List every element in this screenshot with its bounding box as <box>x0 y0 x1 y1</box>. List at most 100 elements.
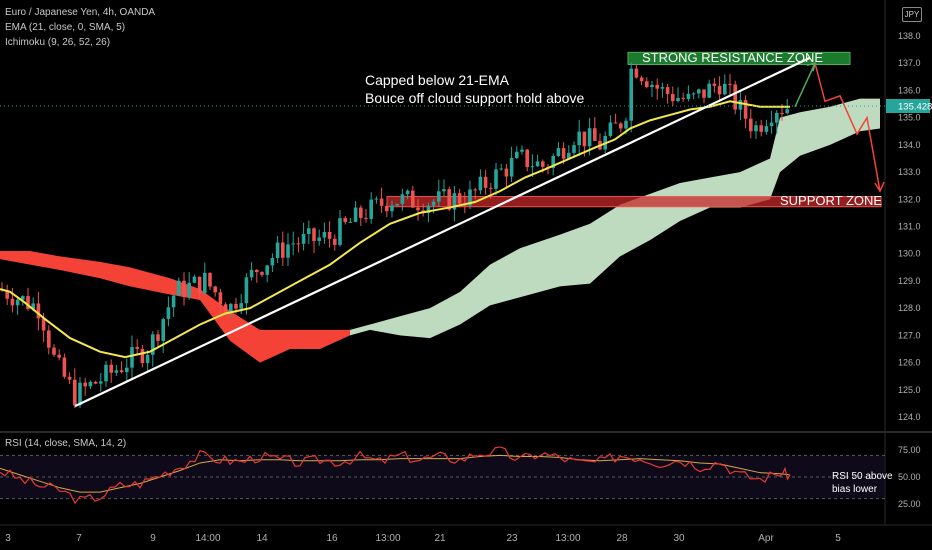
candle-body <box>218 292 223 305</box>
candle-body <box>93 381 98 384</box>
candle-body <box>764 126 769 132</box>
candle-body <box>499 168 503 170</box>
candle-body <box>385 205 389 212</box>
price-tick-label: 131.0 <box>898 222 921 232</box>
candle-body <box>723 83 727 95</box>
price-tick-label: 135.0 <box>898 113 921 123</box>
candle-body <box>561 148 566 159</box>
time-tick-label: Apr <box>758 533 774 544</box>
candle-body <box>733 84 737 110</box>
projection-up-arrowhead <box>806 62 817 72</box>
time-tick-label: 5 <box>835 533 841 544</box>
candle-body <box>31 303 35 309</box>
candle-body <box>270 257 275 266</box>
candle-body <box>447 189 451 210</box>
candle-body <box>260 272 264 275</box>
candle-body <box>286 244 290 258</box>
candle-body <box>582 131 587 147</box>
rsi-tick-label: 75.00 <box>898 445 921 455</box>
candle-body <box>119 370 124 373</box>
candle-body <box>379 198 384 206</box>
candle-body <box>369 199 373 219</box>
time-tick-label: 9 <box>150 533 156 544</box>
candle-body <box>520 149 524 152</box>
candle-body <box>759 125 763 132</box>
candle-body <box>650 84 654 88</box>
candle-body <box>348 221 353 223</box>
annotation-capped: Capped below 21-EMA <box>365 72 509 88</box>
candle-body <box>265 265 269 275</box>
candle-body <box>156 334 160 341</box>
candle-body <box>104 364 108 382</box>
candle-body <box>130 347 134 368</box>
currency-badge[interactable]: JPY <box>902 7 922 22</box>
candle-body <box>702 89 706 98</box>
candle-body <box>275 242 280 258</box>
candle-body <box>655 84 659 89</box>
time-tick-label: 3 <box>5 533 11 544</box>
candle-body <box>62 357 67 377</box>
candle-body <box>249 269 254 278</box>
candle-body <box>717 85 722 95</box>
projection-arrowhead <box>874 181 885 193</box>
candle-body <box>551 156 555 169</box>
candle-body <box>468 189 472 206</box>
candle-body <box>676 97 680 102</box>
candle-body <box>712 83 717 86</box>
candle-body <box>665 87 670 95</box>
candle-body <box>125 367 129 373</box>
candle-body <box>681 97 685 99</box>
candle-body <box>114 370 119 373</box>
candle-body <box>177 280 181 296</box>
candle-body <box>577 131 581 146</box>
candle-body <box>494 169 498 189</box>
rsi-legend: RSI (14, close, SMA, 14, 2) <box>5 438 127 449</box>
candle-body <box>671 94 675 102</box>
candle-body <box>99 381 103 384</box>
candle-body <box>166 307 171 319</box>
candle-body <box>364 217 368 219</box>
candle-body <box>754 125 758 132</box>
candle-body <box>52 347 56 355</box>
candle-body <box>67 376 72 380</box>
candle-body <box>431 201 436 206</box>
price-tick-label: 129.0 <box>898 276 921 286</box>
candle-body <box>203 272 207 294</box>
candle-body <box>515 151 519 158</box>
rsi-annotation-line1: RSI 50 above <box>832 471 893 482</box>
candle-body <box>608 122 613 137</box>
candle-body <box>291 243 295 245</box>
candle-body <box>530 166 535 168</box>
trendline <box>74 56 811 408</box>
candle-body <box>452 193 457 210</box>
price-tick-label: 124.0 <box>898 412 921 422</box>
candle-body <box>395 203 399 206</box>
candle-body <box>213 286 217 293</box>
candle-body <box>307 228 311 234</box>
candle-body <box>738 100 743 110</box>
ichimoku-cloud-bullish <box>350 98 880 339</box>
chart-title: Euro / Japanese Yen, 4h, OANDA <box>5 7 156 18</box>
price-tick-label: 130.0 <box>898 249 921 259</box>
candle-body <box>239 303 243 309</box>
candle-body <box>556 148 561 157</box>
candle-body <box>629 68 633 121</box>
candle-body <box>374 198 379 200</box>
last-price-tag <box>886 98 930 113</box>
candle-body <box>187 282 191 298</box>
candle-body <box>182 280 186 298</box>
time-tick-label: 14:00 <box>195 533 220 544</box>
candle-body <box>296 243 301 245</box>
candle-body <box>572 145 576 153</box>
rsi-line <box>0 446 791 505</box>
time-tick-label: 13:00 <box>555 533 580 544</box>
support-zone <box>386 196 882 208</box>
candle-body <box>483 176 488 188</box>
candle-body <box>57 354 61 358</box>
resistance-zone-label: STRONG RESISTANCE ZONE <box>642 50 824 65</box>
candle-body <box>244 277 249 304</box>
candle-body <box>780 112 784 114</box>
last-price-value: 135.428 <box>898 101 932 112</box>
price-tick-label: 125.0 <box>898 385 921 395</box>
time-tick-label: 14 <box>256 533 268 544</box>
